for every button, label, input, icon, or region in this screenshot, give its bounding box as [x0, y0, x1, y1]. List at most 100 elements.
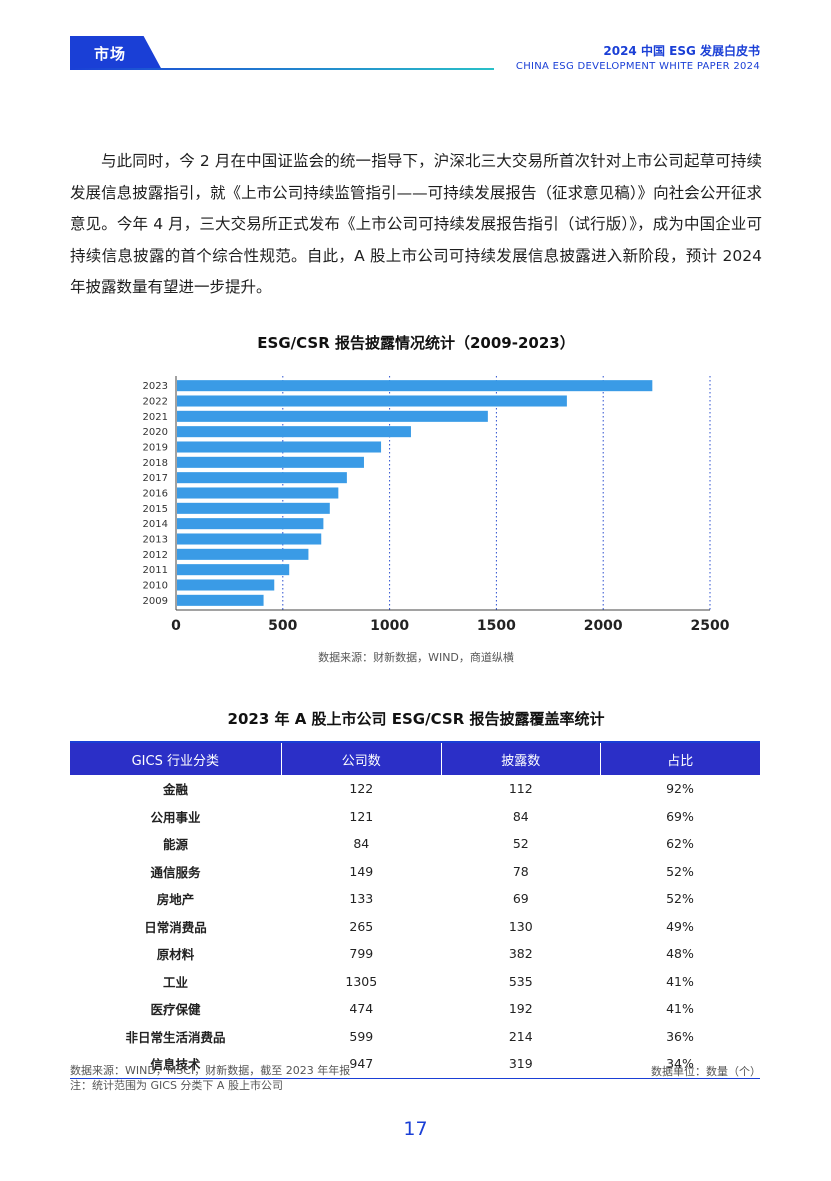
- cell-ratio: 34%: [600, 1050, 760, 1079]
- table-row: 通信服务 149 78 52%: [70, 858, 760, 886]
- cell-ratio: 41%: [666, 1001, 694, 1017]
- table-row: 工业 1305 535 41%: [70, 968, 760, 996]
- cell-disclosure-count: 112: [508, 781, 533, 797]
- cell-company-count: 121: [349, 808, 374, 824]
- x-tick-label: 1000: [370, 618, 409, 634]
- table-row: 医疗保健 474 192 41%: [70, 995, 760, 1023]
- cell-company-count: 265: [349, 918, 374, 934]
- bar: [177, 472, 347, 484]
- y-tick-label: 2018: [143, 458, 168, 469]
- header-company-count: 公司数: [281, 741, 443, 775]
- table-row: 信息技术 947 319 34%: [70, 1050, 760, 1079]
- cell-ratio: 52%: [666, 891, 694, 907]
- y-tick-label: 2021: [143, 412, 168, 423]
- cell-ratio: 69%: [666, 808, 694, 824]
- y-tick-label: 2009: [143, 596, 168, 607]
- table-header-row: GICS 行业分类 公司数 披露数 占比: [70, 741, 760, 775]
- table-row: 能源 84 52 62%: [70, 830, 760, 858]
- bar: [177, 548, 309, 560]
- table-row: 日常消费品 265 130 49%: [70, 913, 760, 941]
- bar: [177, 456, 364, 468]
- y-tick-label: 2017: [143, 473, 168, 484]
- bar: [177, 410, 488, 422]
- cell-company-count: 947: [281, 1050, 442, 1079]
- cell-disclosure-count: 535: [508, 973, 533, 989]
- bar: [177, 594, 264, 606]
- y-tick-label: 2014: [143, 519, 168, 530]
- cell-disclosure-count: 319: [441, 1050, 600, 1079]
- cell-disclosure-count: 130: [508, 918, 533, 934]
- cell-disclosure-count: 52: [512, 836, 529, 852]
- bar: [177, 395, 567, 407]
- y-tick-label: 2015: [143, 504, 168, 515]
- y-tick-label: 2010: [143, 581, 168, 592]
- table-unit-note: 数据单位：数量（个）: [651, 1065, 761, 1078]
- y-tick-label: 2020: [143, 427, 168, 438]
- cell-ratio: 49%: [666, 918, 694, 934]
- table-source-note: 数据来源：WIND，MSCI，财新数据，截至 2023 年年报: [70, 1064, 351, 1077]
- table-scope-note: 注：统计范围为 GICS 分类下 A 股上市公司: [70, 1079, 283, 1092]
- document-subtitle: CHINA ESG DEVELOPMENT WHITE PAPER 2024: [515, 61, 760, 72]
- cell-industry: 通信服务: [150, 864, 201, 880]
- cell-ratio: 92%: [666, 781, 694, 797]
- y-tick-label: 2023: [143, 381, 168, 392]
- cell-ratio: 62%: [666, 836, 694, 852]
- bar: [177, 564, 290, 576]
- cell-disclosure-count: 84: [512, 808, 529, 824]
- page-number: 17: [403, 1118, 428, 1140]
- header-ratio: 占比: [600, 741, 760, 775]
- table-row: 公用事业 121 84 69%: [70, 803, 760, 831]
- body-text: 与此同时，今 2 月在中国证监会的统一指导下，沪深北三大交易所首次针对上市公司起…: [70, 146, 762, 304]
- bar: [177, 518, 324, 530]
- cell-company-count: 84: [353, 836, 370, 852]
- cell-ratio: 36%: [666, 1028, 694, 1044]
- y-tick-label: 2012: [143, 550, 168, 561]
- document-title: 2024 中国 ESG 发展白皮书: [603, 44, 760, 58]
- y-tick-label: 2011: [143, 565, 168, 576]
- body-paragraph: 与此同时，今 2 月在中国证监会的统一指导下，沪深北三大交易所首次针对上市公司起…: [70, 152, 762, 296]
- cell-industry: 医疗保健: [150, 1002, 201, 1018]
- bar: [177, 487, 339, 499]
- cell-company-count: 799: [349, 946, 374, 962]
- bar: [177, 533, 322, 545]
- x-tick-label: 0: [171, 618, 181, 634]
- x-tick-label: 2000: [584, 618, 623, 634]
- table-row: 原材料 799 382 48%: [70, 940, 760, 968]
- cell-industry: 原材料: [156, 947, 195, 963]
- bar: [177, 380, 653, 392]
- x-tick-label: 2500: [691, 618, 730, 634]
- cell-industry: 日常消费品: [144, 919, 207, 935]
- cell-disclosure-count: 69: [512, 891, 529, 907]
- bar: [177, 426, 411, 438]
- y-tick-label: 2022: [143, 397, 168, 408]
- section-tab-label: 市场: [94, 45, 127, 63]
- cell-industry: 金融: [163, 782, 189, 798]
- cell-disclosure-count: 214: [508, 1028, 533, 1044]
- cell-ratio: 41%: [666, 973, 694, 989]
- cell-disclosure-count: 382: [508, 946, 533, 962]
- chart-source: 数据来源：财新数据，WIND，商道纵横: [318, 651, 514, 664]
- table-row: 房地产 133 69 52%: [70, 885, 760, 913]
- x-tick-label: 500: [268, 618, 297, 634]
- cell-industry: 能源: [163, 837, 189, 853]
- cell-company-count: 1305: [345, 973, 378, 989]
- cell-disclosure-count: 78: [512, 863, 529, 879]
- cell-company-count: 133: [349, 891, 374, 907]
- chart-title: ESG/CSR 报告披露情况统计（2009-2023）: [257, 334, 575, 352]
- x-tick-label: 1500: [477, 618, 516, 634]
- cell-industry: 信息技术: [70, 1050, 282, 1079]
- cell-industry: 房地产: [156, 892, 195, 908]
- cell-industry: 工业: [163, 974, 189, 990]
- disclosure-bar-chart: 0 500 1000 1500 2000 2500 2023 2022 2021 2020 2019…: [143, 376, 730, 634]
- header-divider: [70, 68, 494, 70]
- y-tick-label: 2016: [143, 489, 168, 500]
- y-tick-label: 2019: [143, 443, 168, 454]
- cell-company-count: 474: [349, 1001, 374, 1017]
- cell-industry: 非日常生活消费品: [125, 1029, 226, 1045]
- header-industry: GICS 行业分类: [70, 741, 282, 775]
- table-title: 2023 年 A 股上市公司 ESG/CSR 报告披露覆盖率统计: [227, 710, 605, 728]
- bar: [177, 502, 330, 514]
- cell-industry: 公用事业: [150, 809, 201, 825]
- table-row: 金融 122 112 92%: [70, 775, 760, 803]
- cell-ratio: 52%: [666, 863, 694, 879]
